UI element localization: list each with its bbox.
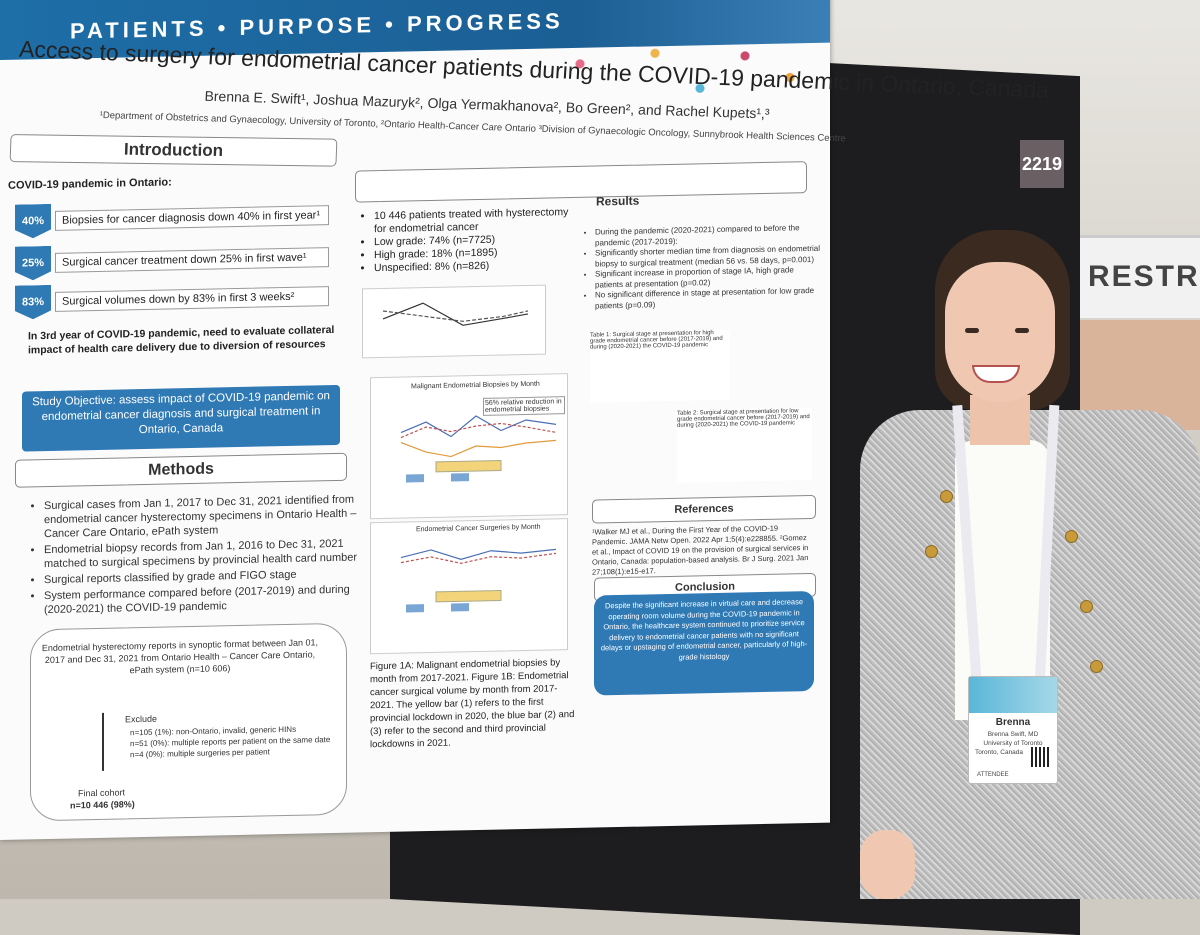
finding-item: No significant difference in stage at pr… <box>595 286 820 312</box>
badge-header <box>969 677 1057 713</box>
jacket-button <box>1090 660 1103 673</box>
banner-text: PATIENTS • PURPOSE • PROGRESS <box>70 8 564 44</box>
methods-item: System performance compared before (2017… <box>44 582 364 617</box>
badge-org: University of Toronto <box>983 740 1043 747</box>
series-line <box>400 422 557 439</box>
jacket-button <box>925 545 938 558</box>
flowchart-exclude: n=105 (1%): non-Ontario, invalid, generi… <box>130 723 330 760</box>
stat-text: Surgical volumes down by 83% in first 3 … <box>55 286 329 312</box>
lockdown-bar-1 <box>435 589 502 603</box>
methods-item: Surgical cases from Jan 1, 2017 to Dec 3… <box>44 492 364 541</box>
flowchart-exclude-title: Exclude <box>125 713 158 725</box>
poster: PATIENTS • PURPOSE • PROGRESS Access to … <box>0 0 830 840</box>
series-line <box>400 439 557 458</box>
lockdown-bar-2 <box>406 474 424 483</box>
methods-heading: Methods <box>15 452 347 488</box>
stat-text: Biopsies for cancer diagnosis down 40% i… <box>55 205 329 231</box>
stat-row: 40% Biopsies for cancer diagnosis down 4… <box>15 198 329 239</box>
methods-list: Surgical cases from Jan 1, 2017 to Dec 3… <box>30 492 364 619</box>
series-line <box>400 552 557 564</box>
grade-line-svg <box>382 302 529 326</box>
person-hand <box>860 830 915 899</box>
low-grade-line <box>382 310 529 322</box>
results-heading-text: Results <box>596 193 640 209</box>
patients-list: 10 446 patients treated with hysterectom… <box>362 206 574 275</box>
introduction-heading: Introduction <box>9 134 338 167</box>
lockdown-bar-3 <box>451 473 469 482</box>
lockdown-bar-3 <box>451 603 469 612</box>
badge-full-name: Brenna Swift, MD <box>987 731 1039 738</box>
results-findings: During the pandemic (2020-2021) compared… <box>585 223 820 312</box>
series-line <box>400 415 557 438</box>
stat-badge: 25% <box>15 246 51 281</box>
references-heading: References <box>592 494 816 524</box>
flowchart-main: Endometrial hysterectomy reports in syno… <box>41 637 319 676</box>
stat-row: 25% Surgical cancer treatment down 25% i… <box>15 240 329 281</box>
grade-line-chart <box>362 284 546 359</box>
lockdown-bar-2 <box>406 604 424 613</box>
lockdown-bar-1 <box>435 459 502 473</box>
biopsies-chart: Malignant Endometrial Biopsies by Month … <box>370 373 568 520</box>
person-neck <box>970 395 1030 445</box>
methods-item: Endometrial biopsy records from Jan 1, 2… <box>44 536 364 571</box>
conclusion-text: Despite the significant increase in virt… <box>594 590 814 696</box>
surgeries-chart-svg <box>400 548 557 613</box>
stat-row: 83% Surgical volumes down by 83% in firs… <box>15 279 329 320</box>
jacket-button <box>1065 530 1078 543</box>
intro-note: In 3rd year of COVID-19 pandemic, need t… <box>28 323 335 357</box>
covid-subheading: COVID-19 pandemic in Ontario: <box>8 176 172 192</box>
high-grade-line <box>382 302 529 326</box>
references-text: ¹Walker MJ et al., During the First Year… <box>592 523 809 577</box>
surgeries-chart: Endometrial Cancer Surgeries by Month <box>370 518 568 655</box>
flowchart-arrow <box>102 712 104 771</box>
left-eye <box>965 328 979 333</box>
right-eye <box>1015 328 1029 333</box>
stat-badge: 83% <box>15 285 51 320</box>
stat-text: Surgical cancer treatment down 25% in fi… <box>55 247 329 273</box>
table-1: Table 1: Surgical stage at presentation … <box>590 329 730 403</box>
patients-item: Unspecified: 8% (n=826) <box>374 258 574 275</box>
jacket-button <box>1080 600 1093 613</box>
study-objective: Study Objective: assess impact of COVID-… <box>22 384 340 452</box>
badge-first-name: Brenna <box>995 717 1031 728</box>
table-2: Table 2: Surgical stage at presentation … <box>677 407 812 483</box>
flowchart-final-value: n=10 446 (98%) <box>70 799 135 811</box>
name-badge: Brenna Brenna Swift, MD University of To… <box>968 676 1058 784</box>
board-number: 2219 <box>1020 140 1064 188</box>
biopsies-chart-svg <box>400 415 557 483</box>
badge-role: ATTENDEE <box>977 772 1009 778</box>
series-line <box>400 548 557 560</box>
qr-code-icon <box>1031 747 1051 767</box>
stat-badge: 40% <box>15 204 51 239</box>
results-heading: Results <box>355 161 807 209</box>
restroom-sign: RESTRO <box>1080 235 1200 318</box>
jacket-button <box>940 490 953 503</box>
flowchart-final-label: Final cohort <box>78 787 126 799</box>
figure-caption: Figure 1A: Malignant endometrial biopsie… <box>370 657 575 751</box>
badge-location: Toronto, Canada <box>974 749 1024 756</box>
